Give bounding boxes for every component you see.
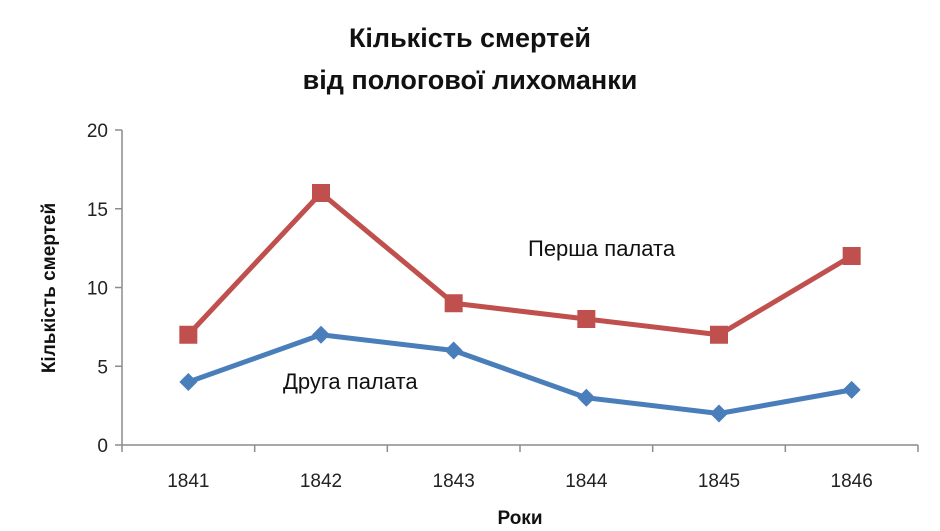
y-tick-label: 20 (87, 121, 108, 142)
axis-ticks: 0 5 10 15 20 1841 1842 1843 1844 1845 1846 (87, 121, 919, 492)
data-point-square (179, 325, 198, 344)
series-line-1 (186, 190, 853, 338)
x-tick-label: 1845 (698, 471, 740, 492)
data-point-diamond (710, 404, 728, 423)
x-tick-label: 1843 (433, 471, 475, 492)
series-line-2 (187, 332, 853, 416)
y-tick-label: 10 (87, 279, 108, 300)
data-point-square (710, 325, 728, 344)
series-label-2: Друга палата (283, 369, 418, 394)
y-axis-title: Кількість смертей (39, 203, 60, 373)
x-axis-title: Роки (498, 508, 543, 529)
y-tick-label: 15 (87, 200, 108, 221)
x-tick-label: 1844 (565, 471, 608, 492)
chart-title-line-2: від пологової лихоманки (303, 65, 638, 95)
data-point-diamond (444, 341, 463, 360)
data-point-square (842, 247, 861, 265)
series-layer (179, 184, 861, 423)
data-point-diamond (312, 325, 330, 344)
series-labels: Перша палата Друга палата (283, 236, 676, 394)
data-point-square (577, 310, 596, 328)
data-point-square (312, 184, 330, 202)
x-tick-label: 1846 (831, 471, 873, 492)
data-point-diamond (577, 388, 596, 407)
chart-title-line-1: Кількість смертей (349, 23, 591, 53)
data-point-square (444, 294, 463, 313)
series-label-1: Перша палата (528, 236, 676, 261)
data-point-diamond (179, 373, 198, 391)
y-tick-label: 0 (97, 436, 108, 457)
x-tick-label: 1841 (167, 471, 209, 492)
y-tick-label: 5 (97, 357, 108, 378)
data-point-diamond (842, 380, 861, 399)
x-tick-label: 1842 (300, 471, 342, 492)
